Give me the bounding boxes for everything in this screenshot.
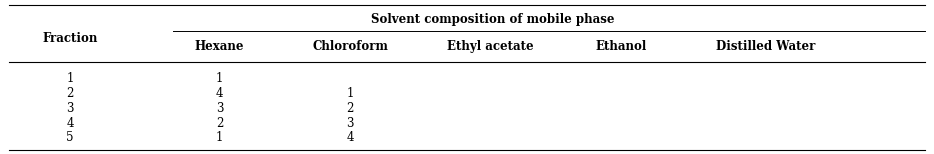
Text: 4: 4 (347, 132, 354, 144)
Text: Solvent composition of mobile phase: Solvent composition of mobile phase (371, 13, 615, 26)
Text: 1: 1 (216, 132, 223, 144)
Text: Chloroform: Chloroform (312, 40, 389, 53)
Text: Fraction: Fraction (42, 32, 98, 45)
Text: Ethyl acetate: Ethyl acetate (447, 40, 533, 53)
Text: 5: 5 (66, 132, 74, 144)
Text: 1: 1 (347, 87, 354, 100)
Text: 2: 2 (216, 117, 223, 130)
Text: 2: 2 (66, 87, 74, 100)
Text: 3: 3 (347, 117, 354, 130)
Text: 4: 4 (216, 87, 223, 100)
Text: Distilled Water: Distilled Water (716, 40, 815, 53)
Text: Ethanol: Ethanol (596, 40, 646, 53)
Text: 4: 4 (66, 117, 74, 130)
Text: 1: 1 (216, 72, 223, 85)
Text: 1: 1 (66, 72, 74, 85)
Text: Hexane: Hexane (195, 40, 244, 53)
Text: 2: 2 (347, 102, 354, 115)
Text: 3: 3 (66, 102, 74, 115)
Text: 3: 3 (216, 102, 223, 115)
